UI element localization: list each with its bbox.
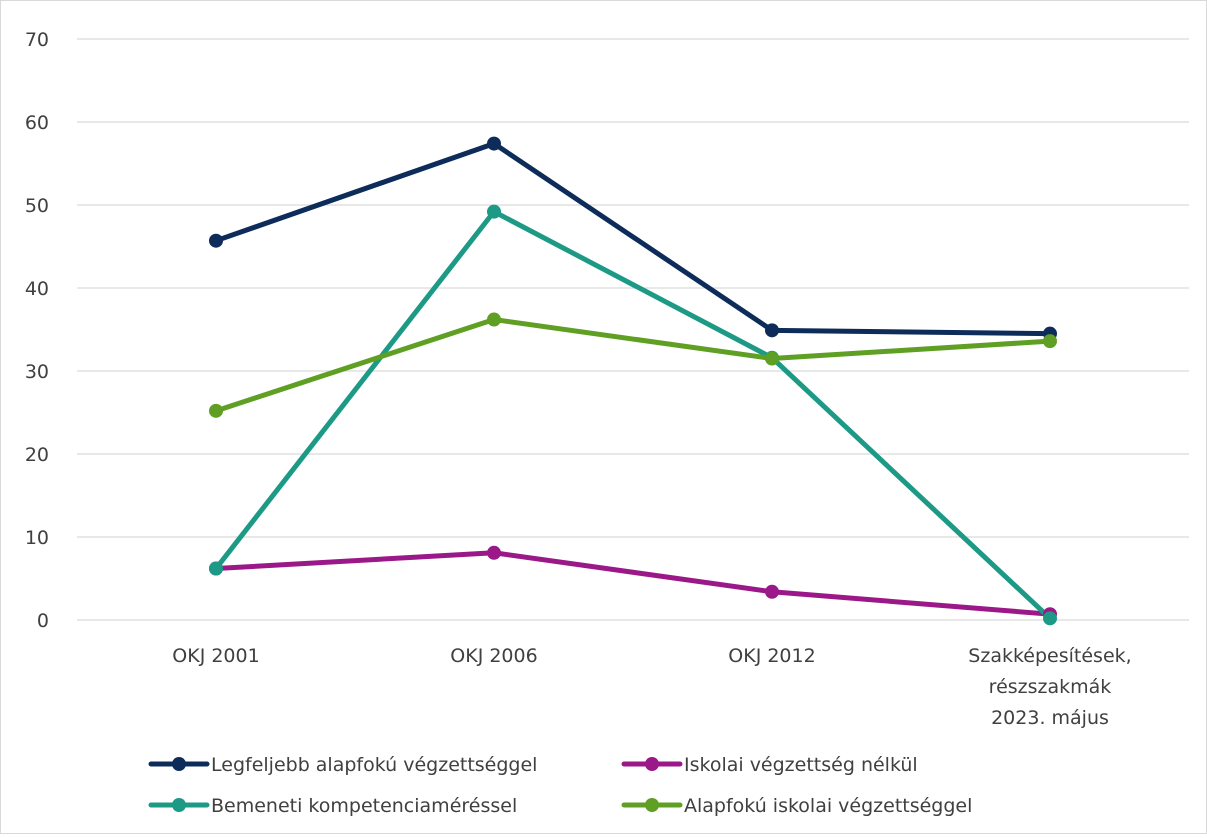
data-point — [1043, 611, 1057, 626]
legend-swatch-marker — [172, 798, 186, 812]
x-tick-label: 2023. május — [991, 707, 1109, 729]
data-point — [487, 136, 501, 151]
legend-swatch-marker — [172, 757, 186, 771]
x-tick-label: OKJ 2012 — [728, 645, 815, 667]
data-point — [487, 312, 501, 327]
y-axis-ticks: 0 10 20 30 40 50 60 70 — [25, 29, 49, 632]
y-tick-label: 30 — [25, 361, 49, 383]
y-tick-label: 40 — [25, 278, 49, 300]
x-tick-label: részszakmák — [989, 676, 1112, 698]
legend: Legfeljebb alapfokú végzettséggel Iskolai… — [148, 754, 972, 817]
x-tick-label: OKJ 2001 — [172, 645, 259, 667]
data-point — [209, 233, 223, 248]
data-point — [765, 323, 779, 338]
x-tick-label: OKJ 2006 — [450, 645, 537, 667]
gridlines — [77, 38, 1189, 621]
series-line — [213, 317, 1053, 414]
legend-item: Alapfokú iskolai végzettséggel — [621, 795, 972, 817]
series-points — [209, 136, 1057, 626]
series-line — [213, 550, 1053, 617]
legend-label: Legfeljebb alapfokú végzettséggel — [211, 754, 537, 776]
legend-label: Iskolai végzettség nélkül — [684, 754, 918, 776]
y-tick-label: 20 — [25, 444, 49, 466]
data-point — [487, 545, 501, 560]
x-tick-label: Szakképesítések, — [968, 645, 1131, 667]
y-tick-label: 10 — [25, 527, 49, 549]
series-line — [213, 141, 1053, 337]
legend-label: Alapfokú iskolai végzettséggel — [684, 795, 972, 817]
legend-swatch-marker — [645, 798, 659, 812]
y-tick-label: 60 — [25, 112, 49, 134]
data-point — [209, 561, 223, 576]
x-axis-ticks: OKJ 2001 OKJ 2006 OKJ 2012 Szakképesítések,… — [172, 645, 1131, 729]
legend-item: Iskolai végzettség nélkül — [621, 754, 918, 776]
data-point — [765, 351, 779, 366]
data-point — [765, 584, 779, 599]
y-tick-label: 70 — [25, 29, 49, 51]
data-point — [1043, 334, 1057, 349]
y-tick-label: 50 — [25, 195, 49, 217]
data-point — [487, 204, 501, 219]
legend-swatch-marker — [645, 757, 659, 771]
series-line — [213, 209, 1053, 621]
y-tick-label: 0 — [37, 610, 49, 632]
data-point — [209, 403, 223, 418]
legend-item: Legfeljebb alapfokú végzettséggel — [148, 754, 537, 776]
legend-item: Bemeneti kompetenciaméréssel — [148, 795, 517, 817]
legend-label: Bemeneti kompetenciaméréssel — [211, 795, 517, 817]
series-lines — [213, 141, 1053, 621]
